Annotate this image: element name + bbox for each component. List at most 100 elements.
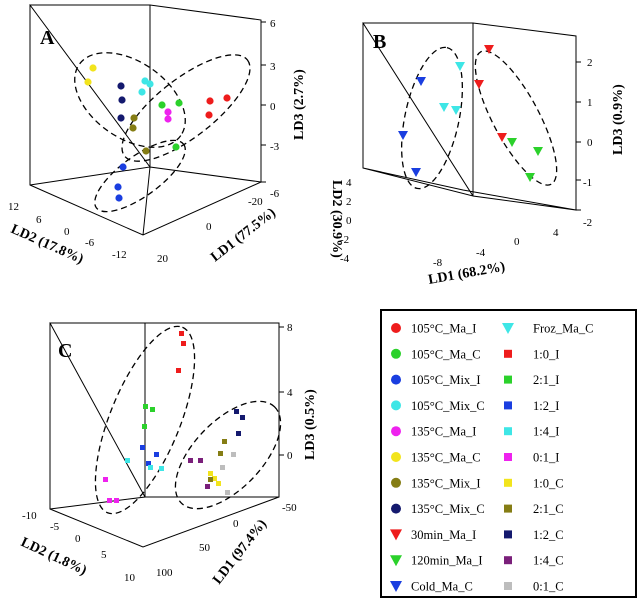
panel-c-ztick: 0 bbox=[287, 450, 293, 462]
panel-c-point bbox=[216, 481, 221, 486]
legend-label: Cold_Ma_C bbox=[411, 580, 473, 594]
panel-b: B 2 1 0 -1 -2 LD3 (0.9%) 4 2 0 -2 -4 LD2… bbox=[329, 22, 626, 288]
panel-a: A 6 3 0 -3 -6 LD3 (2.7%) 12 6 0 -6 -12 L… bbox=[8, 4, 307, 267]
panel-a-point bbox=[118, 96, 126, 104]
panel-a-point bbox=[175, 99, 183, 107]
panel-c-xtick: 50 bbox=[199, 542, 211, 554]
panel-b-cluster-ellipse bbox=[474, 50, 558, 186]
panel-a-point bbox=[158, 101, 166, 109]
panel-b-point bbox=[484, 45, 494, 54]
panel-a-point bbox=[164, 108, 172, 116]
panel-c: C 8 4 0 LD3 (0.5%) -10 -5 0 5 10 LD2 (1.… bbox=[18, 322, 318, 587]
panel-c-point bbox=[231, 452, 236, 457]
legend-marker bbox=[391, 400, 401, 411]
legend-marker bbox=[504, 504, 512, 513]
panel-a-point bbox=[138, 88, 146, 96]
panel-a-ytick: 12 bbox=[8, 201, 19, 213]
panel-a-ytick: -6 bbox=[85, 237, 95, 249]
panel-c-point bbox=[212, 476, 217, 481]
panel-a-ztick-marks bbox=[261, 21, 266, 183]
panel-c-cluster-ellipse bbox=[94, 325, 196, 515]
panel-b-point bbox=[525, 173, 535, 182]
panel-b-xtick: 0 bbox=[514, 236, 520, 248]
panel-c-cluster-ellipse bbox=[174, 400, 282, 510]
panel-c-point bbox=[140, 445, 145, 450]
legend-marker bbox=[504, 401, 512, 410]
panel-c-point bbox=[154, 452, 159, 457]
legend-label: 1:0_C bbox=[533, 476, 564, 490]
legend-label: 120min_Ma_I bbox=[411, 554, 483, 568]
panel-c-point bbox=[179, 331, 184, 336]
legend-label: 0:1_I bbox=[533, 451, 559, 465]
legend-marker bbox=[504, 582, 512, 590]
legend-label: 30min_Ma_I bbox=[411, 528, 476, 542]
legend-marker bbox=[390, 555, 402, 567]
legend-marker bbox=[502, 323, 514, 334]
panel-a-cluster-ellipse bbox=[94, 139, 186, 213]
panel-a-cluster-ellipse bbox=[74, 52, 186, 148]
legend-marker bbox=[504, 478, 512, 487]
legend-marker bbox=[391, 323, 401, 333]
panel-a-letter: A bbox=[40, 27, 55, 49]
panel-c-point bbox=[114, 498, 119, 503]
legend-label: 135°C_Ma_C bbox=[411, 451, 481, 465]
panel-a-point bbox=[84, 78, 92, 86]
panel-c-point bbox=[225, 490, 230, 495]
panel-b-ylabel: LD2 (30.9%) bbox=[329, 180, 344, 258]
panel-a-point bbox=[130, 114, 138, 122]
legend-marker bbox=[504, 349, 512, 358]
legend-label: 105°C_Mix_C bbox=[411, 399, 485, 413]
panel-a-point bbox=[142, 147, 150, 155]
panel-a-point bbox=[114, 183, 122, 191]
legend-label: 0:1_C bbox=[533, 580, 564, 594]
panel-b-point bbox=[411, 168, 421, 177]
legend-label: 135°C_Mix_C bbox=[411, 502, 485, 516]
panel-c-point bbox=[103, 477, 108, 482]
panel-a-point bbox=[117, 82, 125, 90]
panel-c-point bbox=[125, 458, 130, 463]
panel-c-point bbox=[222, 439, 227, 444]
panel-b-xtick: 4 bbox=[553, 227, 559, 239]
panel-a-ztick: -6 bbox=[270, 188, 280, 200]
legend-label: 1:0_I bbox=[533, 347, 559, 361]
panel-c-box bbox=[49, 322, 280, 548]
panel-b-ztick: 1 bbox=[587, 97, 593, 109]
panel-b-points bbox=[398, 45, 543, 182]
panel-c-ytick: 10 bbox=[124, 572, 136, 584]
panel-a-point bbox=[223, 94, 231, 102]
panel-c-point bbox=[240, 415, 245, 420]
panel-b-xtick: -8 bbox=[433, 257, 443, 269]
panel-c-point bbox=[218, 451, 223, 456]
panel-a-ztick: 6 bbox=[270, 18, 276, 30]
legend-marker bbox=[391, 426, 401, 437]
legend-label: 105°C_Mix_I bbox=[411, 373, 481, 387]
panel-a-ztick: -3 bbox=[270, 141, 280, 153]
panel-c-point bbox=[176, 368, 181, 373]
panel-a-point bbox=[117, 114, 125, 122]
legend-items: 105°C_Ma_I Froz_Ma_C 105°C_Ma_C 1:0_I 105°C_… bbox=[390, 322, 593, 594]
panel-b-zlabel: LD3 (0.9%) bbox=[611, 84, 626, 155]
panel-c-ztick: 8 bbox=[287, 322, 293, 334]
panel-b-point bbox=[451, 106, 461, 115]
legend-label: 135°C_Mix_I bbox=[411, 476, 481, 490]
panel-c-point bbox=[150, 407, 155, 412]
panel-c-ytick: 0 bbox=[75, 533, 81, 545]
panel-c-ytick: 5 bbox=[101, 549, 107, 561]
panel-b-point bbox=[439, 103, 449, 112]
panel-c-ytick: -10 bbox=[22, 510, 37, 522]
legend-label: 1:4_I bbox=[533, 425, 559, 439]
panel-b-point bbox=[416, 77, 426, 86]
panel-b-letter: B bbox=[373, 31, 386, 53]
panel-b-point bbox=[455, 62, 465, 71]
panel-a-xtick: 20 bbox=[157, 253, 169, 265]
panel-a-ytick: 6 bbox=[36, 214, 42, 226]
panel-c-points bbox=[103, 331, 245, 503]
panel-a-point bbox=[115, 194, 123, 202]
panel-a-point bbox=[89, 64, 97, 72]
panel-b-box bbox=[362, 22, 577, 211]
panel-c-point bbox=[188, 458, 193, 463]
panel-b-point bbox=[474, 80, 484, 89]
panel-c-ztick: 4 bbox=[287, 387, 293, 399]
panel-a-ytick: -12 bbox=[112, 249, 127, 261]
